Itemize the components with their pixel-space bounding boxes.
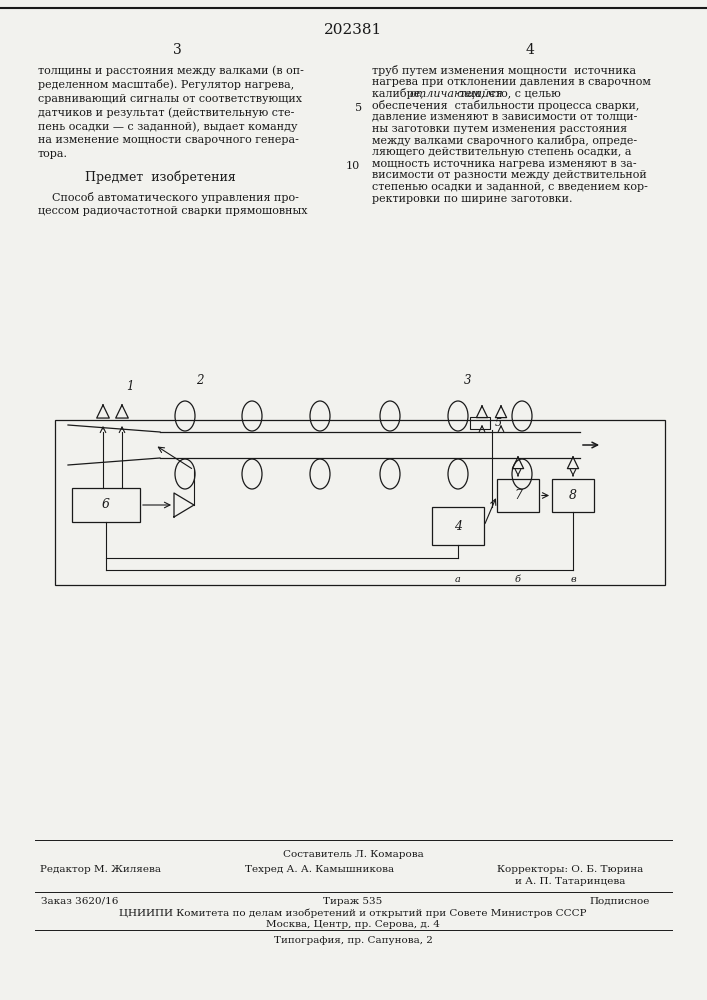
Text: Техред А. А. Камышникова: Техред А. А. Камышникова	[245, 865, 395, 874]
Text: 2: 2	[197, 373, 204, 386]
Text: тем, что, с целью: тем, что, с целью	[455, 88, 561, 98]
Text: Москва, Центр, пр. Серова, д. 4: Москва, Центр, пр. Серова, д. 4	[266, 920, 440, 929]
Text: Предмет  изобретения: Предмет изобретения	[85, 170, 235, 184]
Text: мощность источника нагрева изменяют в за-: мощность источника нагрева изменяют в за…	[372, 159, 636, 169]
Text: Способ автоматического управления про-
цессом радиочастотной сварки прямошовных: Способ автоматического управления про- ц…	[38, 192, 308, 216]
Text: Типография, пр. Сапунова, 2: Типография, пр. Сапунова, 2	[274, 936, 433, 945]
Text: 202381: 202381	[324, 23, 382, 37]
Text: висимости от разности между действительной: висимости от разности между действительн…	[372, 170, 647, 180]
Text: 6: 6	[102, 498, 110, 512]
Text: б: б	[515, 575, 521, 584]
Text: Подписное: Подписное	[590, 897, 650, 906]
Text: ЦНИИПИ Комитета по делам изобретений и открытий при Совете Министров СССР: ЦНИИПИ Комитета по делам изобретений и о…	[119, 909, 587, 918]
Text: 4: 4	[525, 43, 534, 57]
Text: 10: 10	[346, 161, 360, 171]
Text: ны заготовки путем изменения расстояния: ны заготовки путем изменения расстояния	[372, 123, 627, 133]
Text: 4: 4	[454, 520, 462, 532]
Text: толщины и расстояния между валками (в оп-
ределенном масштабе). Регулятор нагрев: толщины и расстояния между валками (в оп…	[38, 65, 304, 159]
Text: 1: 1	[127, 380, 134, 393]
Text: 8: 8	[569, 489, 577, 502]
Text: Тираж 535: Тираж 535	[323, 897, 382, 906]
Text: отличающийся: отличающийся	[409, 88, 503, 99]
Text: степенью осадки и заданной, с введением кор-: степенью осадки и заданной, с введением …	[372, 182, 648, 192]
Text: Составитель Л. Комарова: Составитель Л. Комарова	[283, 850, 423, 859]
Text: нагрева при отклонении давления в сварочном: нагрева при отклонении давления в свароч…	[372, 77, 651, 87]
Text: труб путем изменения мощности  источника: труб путем изменения мощности источника	[372, 65, 636, 76]
Text: обеспечения  стабильности процесса сварки,: обеспечения стабильности процесса сварки…	[372, 100, 639, 111]
Text: давление изменяют в зависимости от толщи-: давление изменяют в зависимости от толщи…	[372, 112, 638, 122]
Text: Редактор М. Жиляева: Редактор М. Жиляева	[40, 865, 160, 874]
Text: Корректоры: О. Б. Тюрина
и А. П. Татаринцева: Корректоры: О. Б. Тюрина и А. П. Татарин…	[497, 865, 643, 886]
Text: ректировки по ширине заготовки.: ректировки по ширине заготовки.	[372, 194, 573, 204]
Text: между валками сварочного калибра, опреде-: между валками сварочного калибра, опреде…	[372, 135, 637, 146]
Text: ляющего действительную степень осадки, а: ляющего действительную степень осадки, а	[372, 147, 631, 157]
Text: в: в	[570, 575, 575, 584]
Text: калибре,: калибре,	[372, 88, 427, 99]
Text: 5: 5	[495, 418, 502, 428]
Text: 5: 5	[355, 103, 362, 113]
Text: 7: 7	[514, 489, 522, 502]
Text: 3: 3	[464, 373, 472, 386]
Text: Заказ 3620/16: Заказ 3620/16	[41, 897, 119, 906]
Text: 3: 3	[173, 43, 182, 57]
Text: a: a	[455, 575, 461, 584]
